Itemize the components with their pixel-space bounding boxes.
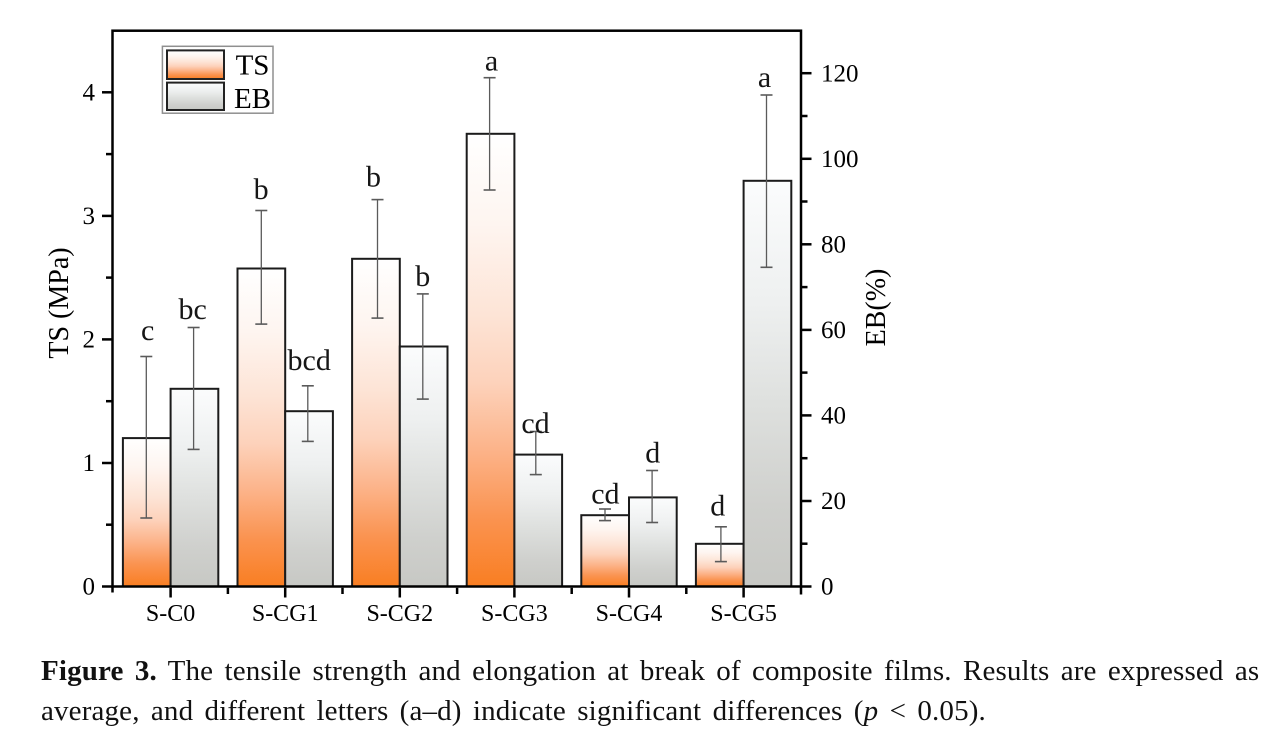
svg-text:S-CG1: S-CG1 (252, 601, 319, 627)
svg-text:d: d (710, 490, 725, 523)
svg-text:S-CG3: S-CG3 (481, 601, 548, 627)
svg-text:d: d (645, 437, 660, 470)
svg-text:TS (MPa): TS (MPa) (44, 247, 75, 358)
svg-text:S-CG4: S-CG4 (596, 601, 663, 627)
svg-text:EB(%): EB(%) (861, 269, 892, 347)
svg-text:S-CG5: S-CG5 (710, 601, 777, 627)
svg-text:2: 2 (83, 327, 96, 354)
svg-text:TS: TS (236, 50, 270, 82)
svg-text:120: 120 (821, 60, 859, 87)
svg-text:100: 100 (821, 146, 859, 173)
svg-text:S-C0: S-C0 (146, 601, 195, 627)
svg-text:a: a (485, 45, 498, 78)
svg-text:1: 1 (83, 450, 96, 477)
svg-text:0: 0 (821, 574, 834, 601)
svg-text:b: b (254, 173, 269, 206)
svg-text:b: b (366, 161, 381, 194)
svg-text:cd: cd (591, 478, 619, 511)
svg-text:0: 0 (83, 574, 96, 601)
svg-text:60: 60 (821, 317, 846, 344)
svg-text:EB: EB (234, 83, 271, 115)
svg-text:a: a (758, 61, 771, 94)
svg-text:3: 3 (83, 203, 96, 230)
svg-text:cd: cd (521, 407, 549, 440)
svg-text:4: 4 (83, 80, 96, 107)
svg-text:S-CG2: S-CG2 (366, 601, 433, 627)
svg-text:b: b (415, 260, 430, 293)
svg-text:80: 80 (821, 232, 846, 259)
svg-text:20: 20 (821, 488, 846, 515)
svg-text:bc: bc (179, 293, 207, 326)
svg-text:40: 40 (821, 403, 846, 430)
svg-text:bcd: bcd (288, 344, 331, 377)
svg-text:c: c (141, 314, 154, 347)
